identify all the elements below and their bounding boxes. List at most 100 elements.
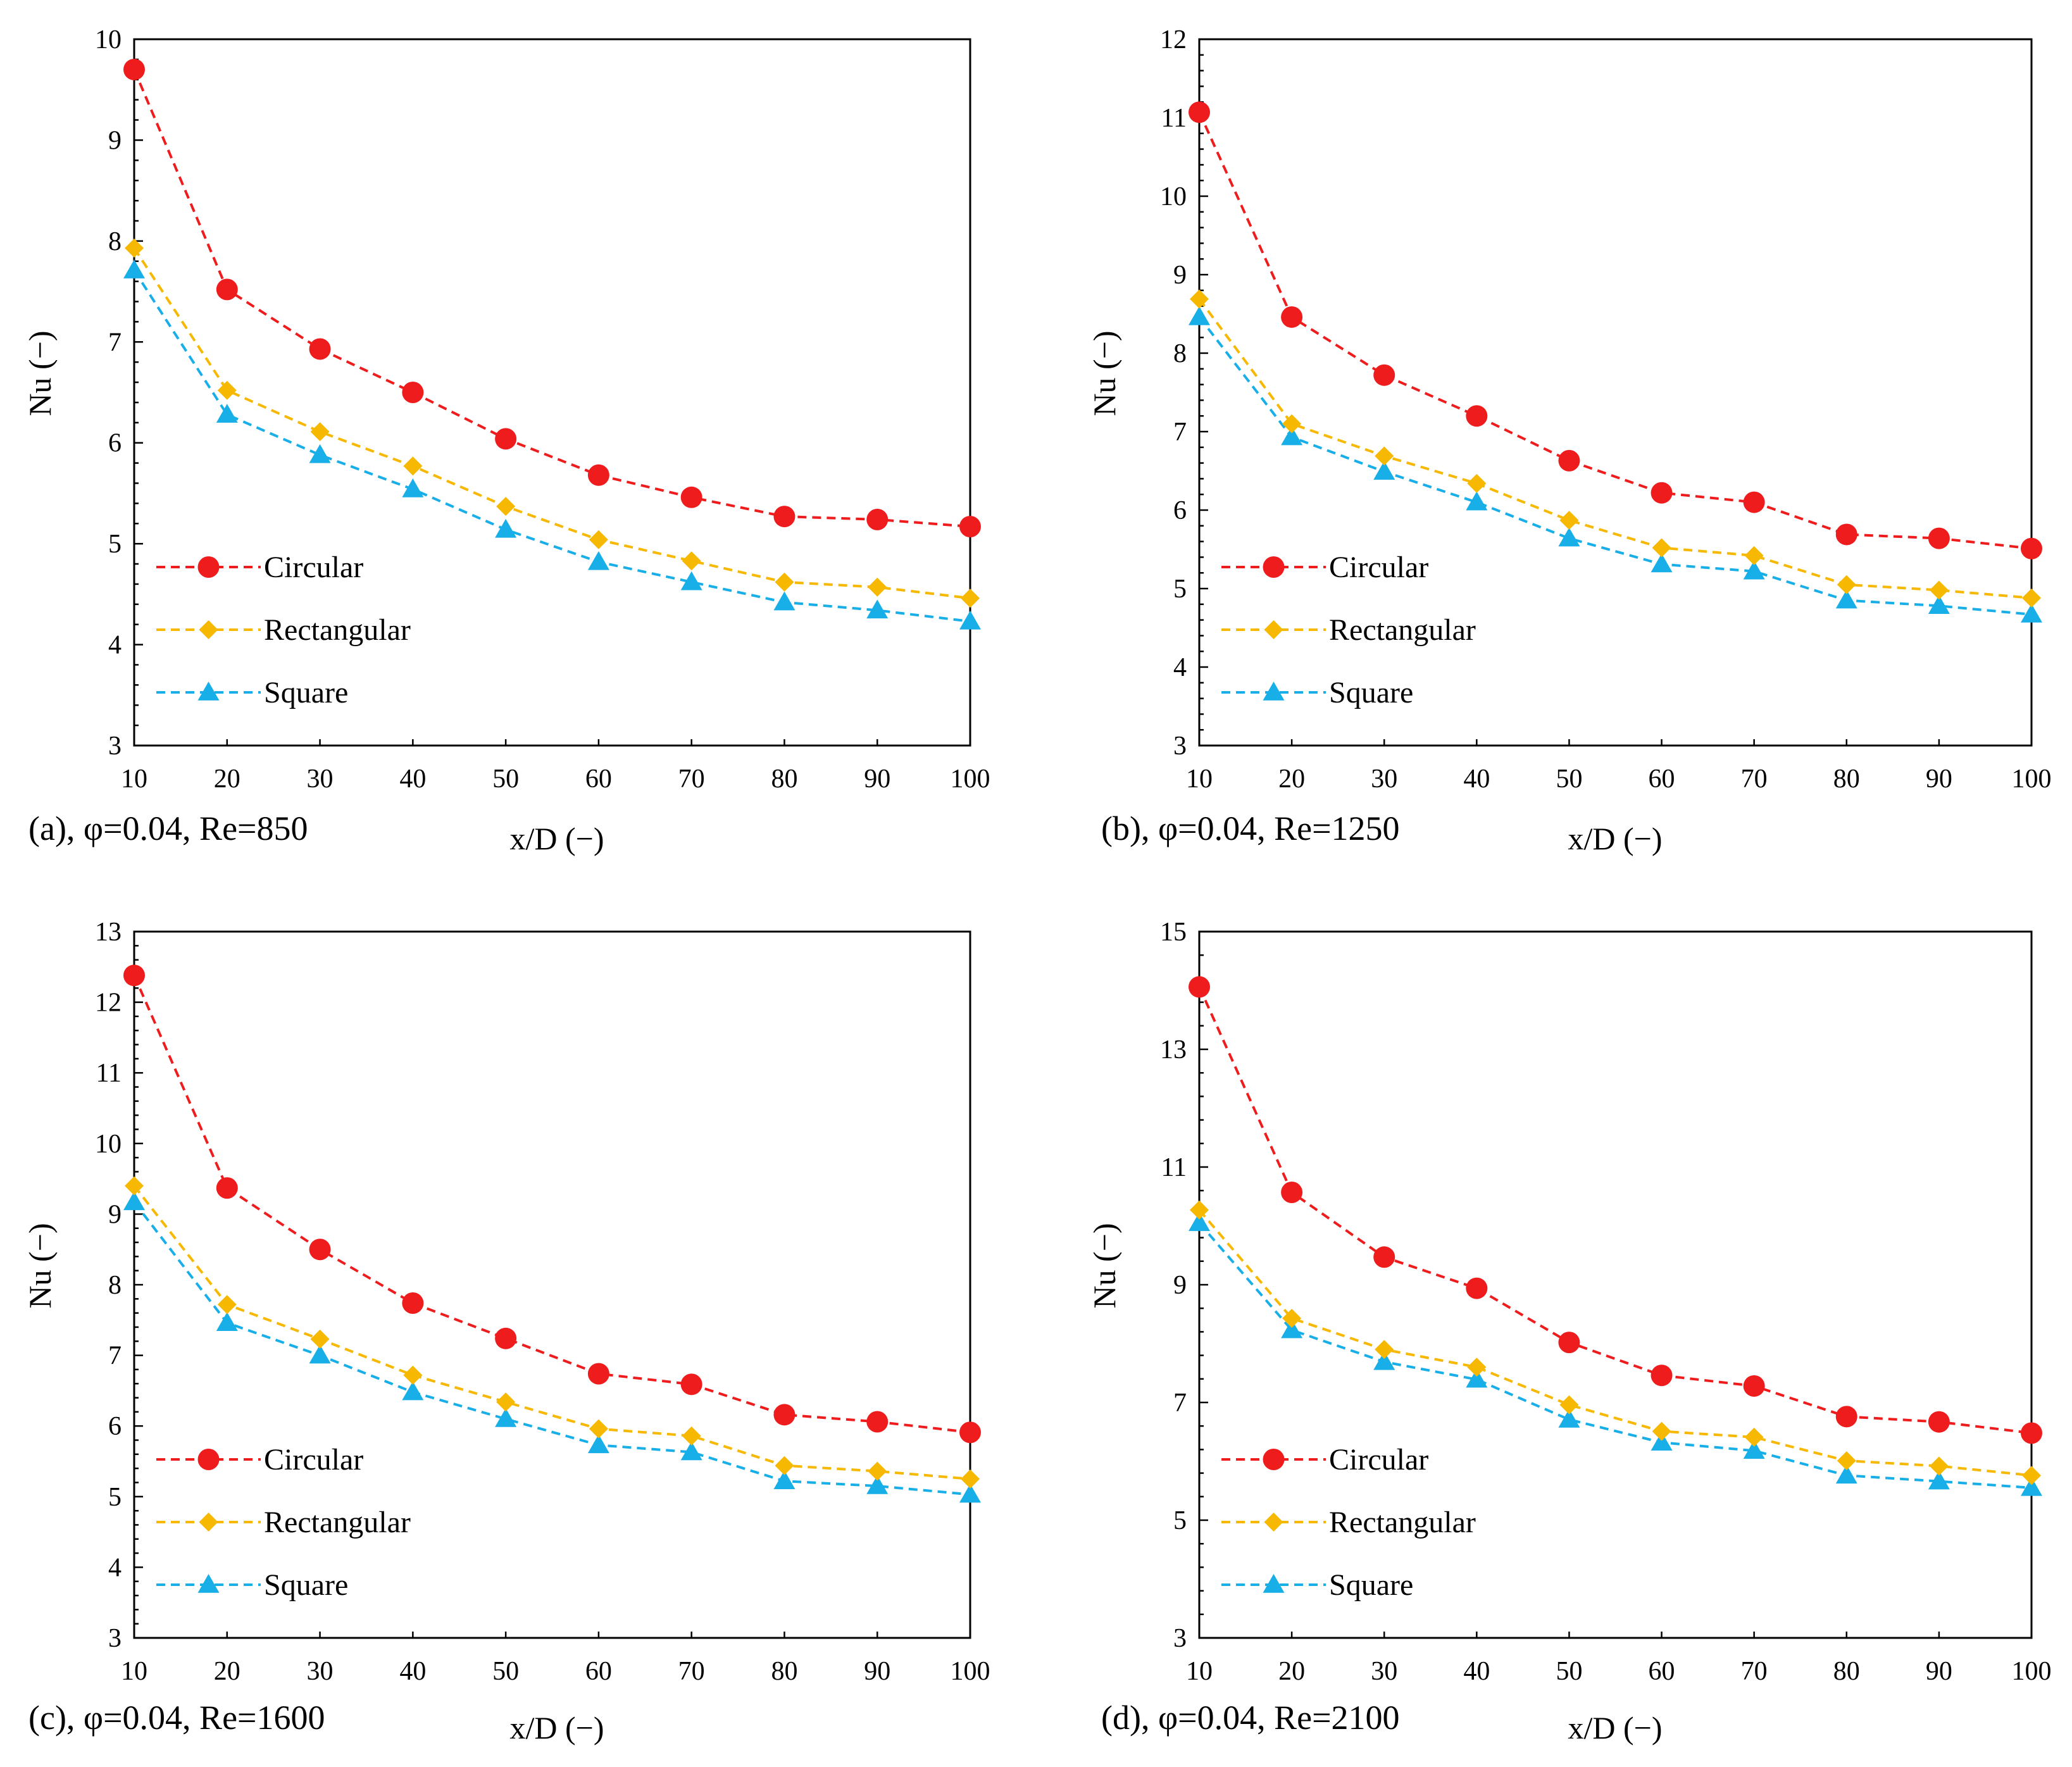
legend-circular-label: Circular <box>264 1443 363 1477</box>
panel-a-x-tick-label: 60 <box>585 765 612 794</box>
panel-c-x-tick-label: 20 <box>214 1657 240 1686</box>
panel-b-circular-line <box>1198 111 2032 550</box>
panel-a-x-tick-label: 50 <box>492 765 519 794</box>
panel-d-square-point <box>1466 1368 1488 1388</box>
panel-b-rectangular-point <box>1282 414 1302 434</box>
panel-d-x-tick-label: 90 <box>1926 1657 1952 1686</box>
panel-b-x-tick-label: 40 <box>1463 765 1490 794</box>
panel-c-square-point <box>123 1191 145 1211</box>
panel-c-x-axis-title: x/D (−) <box>510 1710 604 1745</box>
panel-b-circular-point <box>1743 491 1765 513</box>
panel-a-square-point <box>309 444 331 463</box>
panel-b-rectangular-point <box>1559 511 1579 530</box>
panel-a-axes: 3 4 5 6 7 8 9 10 10 20 30 40 50 60 70 80 90 100 Circular Re… <box>95 25 990 794</box>
legend-circular-marker <box>197 1449 220 1470</box>
legend-square-label: Square <box>1329 676 1413 709</box>
panel-b-series-square <box>1189 306 2042 623</box>
panel-a-x-tick-label: 100 <box>951 765 990 794</box>
panel-a-y-tick-label: 5 <box>108 530 122 559</box>
panel-d: 3 5 7 9 11 13 15 10 20 30 40 50 60 70 80 90 100 Circular R… <box>1087 918 2052 1745</box>
panel-d-axes: 3 5 7 9 11 13 15 10 20 30 40 50 60 70 80 90 100 Circular R… <box>1160 918 2052 1686</box>
panel-d-square-point <box>1281 1319 1303 1339</box>
panel-b-rectangular-point <box>1929 580 1949 600</box>
panel-c-x-tick-label: 30 <box>307 1657 334 1686</box>
panel-a-y-axis-title: Nu (−) <box>22 330 58 416</box>
panel-d-rectangular-point <box>2022 1466 2041 1485</box>
panel-a-circular-point <box>216 278 238 301</box>
panel-d-y-tick-label: 9 <box>1173 1271 1187 1300</box>
panel-d-square-point <box>1928 1470 1950 1490</box>
panel-c-circular-point <box>959 1421 981 1444</box>
legend-circular-marker <box>1263 556 1285 578</box>
panel-c-rectangular-point <box>403 1365 423 1385</box>
panel-b-legend: Circular Rectangular Square <box>1221 551 1476 709</box>
panel-a-square-point <box>959 610 981 630</box>
panel-c-series-square <box>123 1191 981 1503</box>
panel-d-x-tick-label: 30 <box>1371 1657 1397 1686</box>
panel-c-circular-point <box>216 1177 238 1199</box>
legend-square-marker <box>1263 1574 1285 1593</box>
panel-c-axes: 3 4 5 6 7 8 9 10 11 12 13 10 20 30 40 50 60 70 80 90 100 Circ… <box>95 918 990 1686</box>
panel-b-y-tick-label: 12 <box>1160 25 1187 54</box>
panel-a-caption: (a), φ=0.04, Re=850 <box>28 809 308 847</box>
legend-square-label: Square <box>1329 1568 1413 1602</box>
panel-c-x-tick-label: 80 <box>771 1657 797 1686</box>
panel-b-circular-point <box>1558 449 1580 471</box>
panel-c-series-circular <box>123 965 981 1444</box>
legend-rectangular-label: Rectangular <box>1329 613 1476 647</box>
panel-a-square-point <box>680 571 702 590</box>
panel-b-y-tick-label: 7 <box>1173 418 1187 447</box>
panel-c-x-tick-label: 70 <box>678 1657 705 1686</box>
panel-d-rectangular-point <box>1559 1395 1579 1414</box>
panel-b-circular-point <box>1466 405 1488 427</box>
panel-b-y-tick-label: 11 <box>1161 104 1187 133</box>
legend-circular-marker <box>1263 1449 1285 1470</box>
panel-a-x-tick-label: 10 <box>121 765 147 794</box>
panel-a-rectangular-point <box>961 589 980 608</box>
panel-b-square-point <box>1835 589 1857 609</box>
panel-d-circular-point <box>1373 1246 1395 1268</box>
panel-c-y-tick-label: 7 <box>108 1342 122 1371</box>
panel-c-x-tick-label: 100 <box>951 1657 990 1686</box>
panel-a-legend: Circular Rectangular Square <box>156 551 411 709</box>
panel-d-x-tick-label: 50 <box>1556 1657 1582 1686</box>
legend-rectangular-label: Rectangular <box>1329 1506 1476 1539</box>
panel-a-x-tick-label: 30 <box>307 765 334 794</box>
panel-b-square-point <box>1466 491 1488 511</box>
panel-d-square-point <box>1651 1432 1673 1451</box>
panel-b-x-axis-title: x/D (−) <box>1568 821 1663 856</box>
panel-a-rectangular-point <box>125 239 144 258</box>
panel-d-square-point <box>1558 1408 1580 1428</box>
panel-b-y-tick-label: 5 <box>1173 575 1187 604</box>
legend-circular-label: Circular <box>264 551 363 584</box>
panel-b-circular-point <box>2021 537 2042 559</box>
panel-c-square-point <box>216 1312 238 1332</box>
legend-rectangular-marker <box>199 620 218 639</box>
panel-b-square-point <box>1281 426 1303 446</box>
panel-a-x-tick-label: 20 <box>214 765 240 794</box>
panel-c-circular-point <box>495 1327 517 1349</box>
panel-a-rectangular-line <box>133 247 971 600</box>
panel-d-rectangular-point <box>1744 1427 1764 1447</box>
panel-a-circular-point <box>309 338 331 360</box>
panel-a-circular-point <box>773 506 796 528</box>
panel-d-square-line <box>1198 1222 2032 1489</box>
panel-b-rectangular-point <box>2022 588 2041 608</box>
panel-d-series-square <box>1189 1212 2042 1496</box>
panel-a-rectangular-point <box>310 422 330 442</box>
legend-square-marker <box>197 682 220 701</box>
panel-b-rectangular-line <box>1198 298 2032 599</box>
panel-d-x-tick-label: 100 <box>2012 1657 2052 1686</box>
panel-c-x-tick-label: 60 <box>585 1657 612 1686</box>
panel-b-square-point <box>1189 306 1210 325</box>
panel-d-series-circular <box>1189 976 2042 1444</box>
panel-d-square-point <box>1835 1464 1857 1484</box>
panel-b-circular-point <box>1651 482 1673 504</box>
panel-b-x-tick-label: 60 <box>1649 765 1675 794</box>
panel-a-rectangular-point <box>589 530 608 549</box>
panel-a: 3 4 5 6 7 8 9 10 10 20 30 40 50 60 70 80 90 100 Circular Re… <box>22 25 990 856</box>
panel-c-circular-point <box>402 1292 424 1314</box>
panel-c-rectangular-point <box>775 1456 794 1475</box>
panel-d-rectangular-point <box>1190 1200 1209 1220</box>
panel-c-square-point <box>309 1344 331 1364</box>
